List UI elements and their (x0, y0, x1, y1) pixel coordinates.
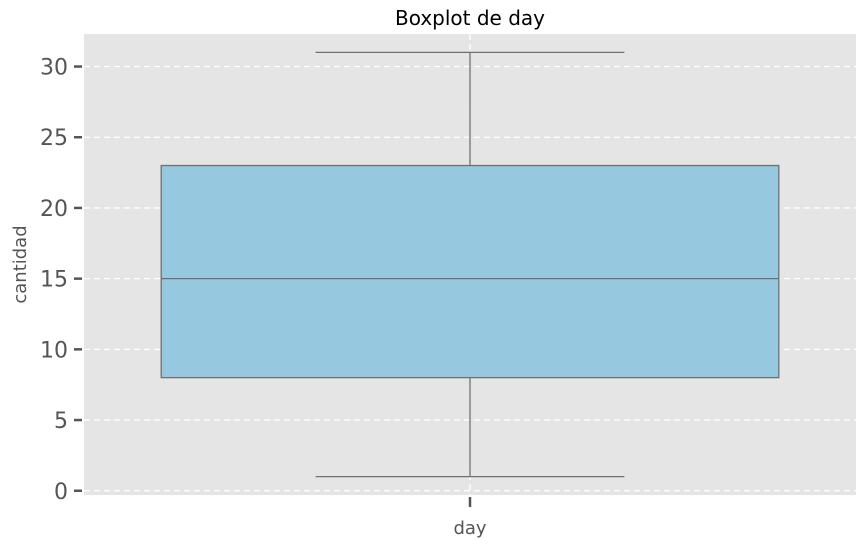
box-group (160, 51, 780, 478)
iqr-box (160, 164, 780, 379)
chart-title: Boxplot de day (395, 6, 545, 30)
y-tick-label: 20 (40, 197, 68, 222)
y-tick-label: 10 (40, 338, 68, 363)
y-axis-label: cantidad (10, 225, 31, 303)
y-tick-label: 5 (54, 409, 68, 434)
y-tick-label: 0 (54, 480, 68, 505)
y-tick-label: 30 (40, 56, 68, 81)
y-tick-label: 15 (40, 268, 68, 293)
y-axis: 0 5 10 15 20 25 30 (40, 56, 82, 505)
x-axis-label: day (453, 518, 486, 539)
y-tick-label: 25 (40, 126, 68, 151)
